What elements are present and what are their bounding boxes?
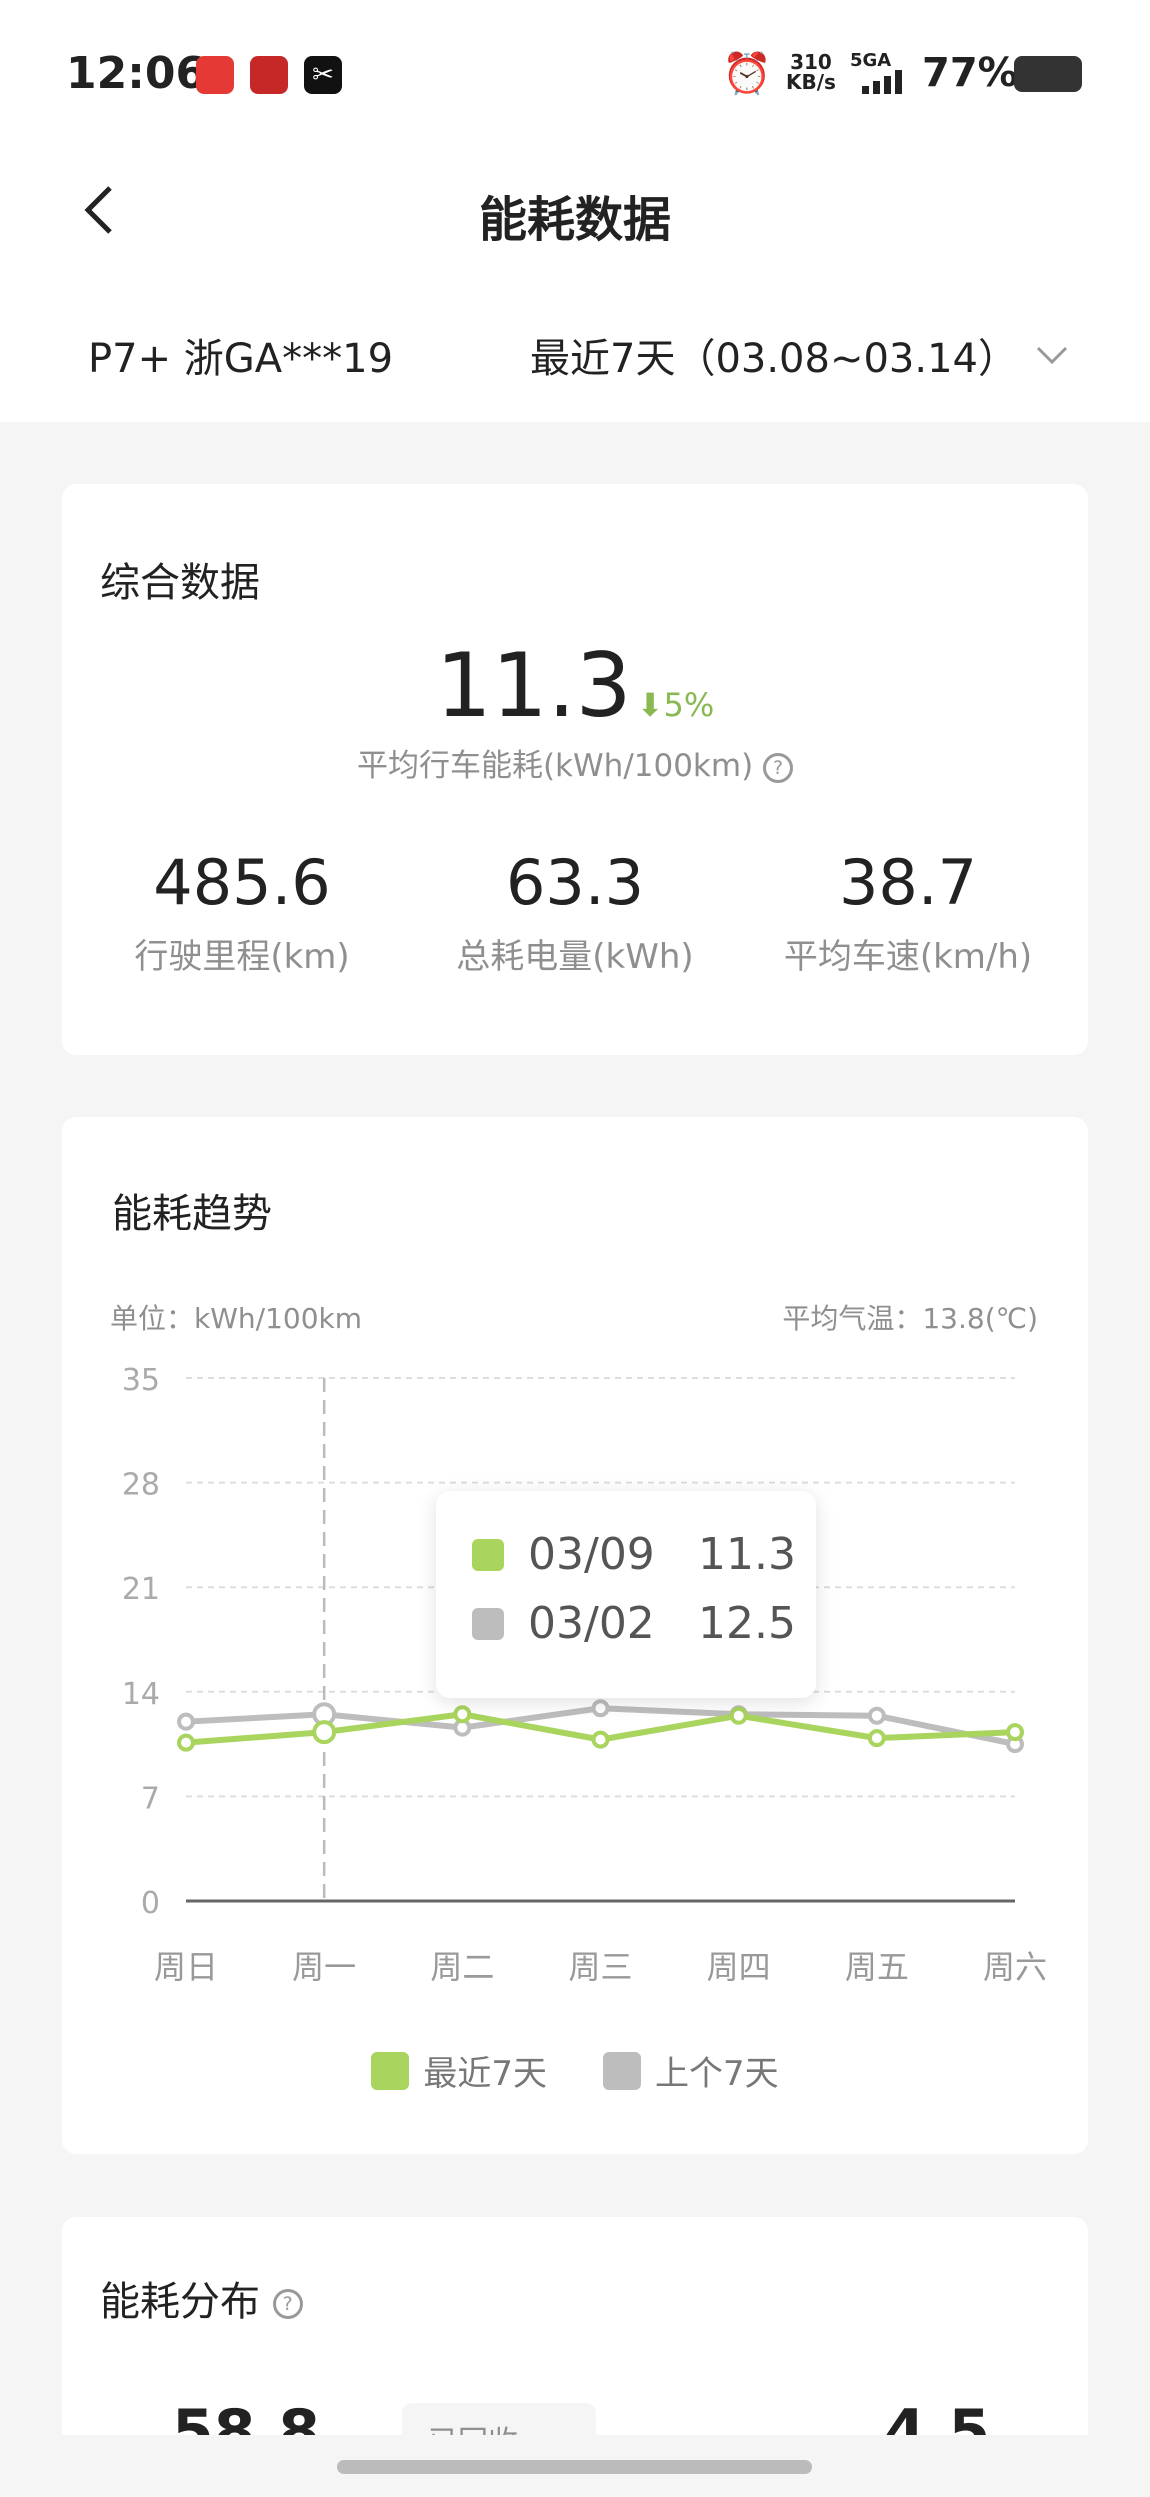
- avg-consumption-label: 平均行车能耗(kWh/100km): [356, 748, 754, 784]
- status-time: 12:06: [66, 48, 207, 99]
- data-point: [453, 1705, 472, 1724]
- data-point: [312, 1720, 337, 1745]
- y-tick-label: 14: [122, 1677, 160, 1712]
- page-title: 能耗数据: [478, 192, 671, 248]
- swatch: [472, 1538, 504, 1571]
- avg-consumption-value: 11.3: [435, 634, 632, 737]
- y-tick-label: 28: [122, 1468, 160, 1503]
- tooltip-row: 03/02 12.5: [472, 1598, 816, 1649]
- legend-item-previous[interactable]: 上个7天: [603, 2046, 779, 2095]
- trend-chart[interactable]: 0 7 14 21 28 35 周日 周一 周二 周三 周四 周五 周六: [0, 0, 1150, 2200]
- net-unit: KB/s: [786, 70, 836, 94]
- distribution-title: 能耗分布: [100, 2279, 260, 2325]
- summary-card: 综合数据 11.3 ⬇5% 平均行车能耗(kWh/100km) ? 485.6 行…: [62, 484, 1088, 1055]
- data-point: [177, 1733, 195, 1752]
- x-tick-label: 周二: [430, 1948, 494, 1986]
- y-tick-label: 0: [141, 1886, 160, 1921]
- x-tick-label: 周六: [983, 1948, 1047, 1986]
- network-type: 5GA: [850, 50, 892, 71]
- tooltip-row: 03/09 11.3: [472, 1529, 816, 1580]
- stats-row: 485.6 行驶里程(km) 63.3 总耗电量(kWh) 38.7 平均车速(km/…: [62, 846, 1088, 978]
- arrow-down-icon: ⬇: [636, 686, 664, 724]
- data-point: [591, 1730, 610, 1749]
- gesture-bar[interactable]: [337, 2460, 812, 2474]
- data-point: [1006, 1723, 1024, 1742]
- trend-title: 能耗趋势: [112, 1191, 272, 1237]
- help-icon[interactable]: ?: [272, 2289, 303, 2319]
- swatch: [472, 1607, 504, 1640]
- change-percent: 5%: [663, 686, 715, 724]
- distribution-right-value: 4.5: [884, 2397, 991, 2435]
- chart-legend: 最近7天 上个7天: [0, 2046, 1150, 2095]
- data-point: [729, 1706, 748, 1725]
- stat-speed: 38.7 平均车速(km/h): [783, 846, 1033, 977]
- data-point: [177, 1712, 195, 1731]
- distribution-card: 能耗分布 ? 58.8 已回收 4.5: [62, 2217, 1088, 2435]
- data-point: [591, 1699, 610, 1718]
- legend-item-recent[interactable]: 最近7天: [371, 2046, 547, 2095]
- y-tick-label: 7: [141, 1781, 160, 1816]
- app-icon-bank: [250, 56, 288, 94]
- data-point: [867, 1729, 886, 1748]
- chevron-left-icon: [84, 186, 112, 234]
- chevron-down-icon: [1036, 346, 1068, 365]
- period-label: 最近7天（03.08~03.14）: [530, 336, 1018, 382]
- battery-percent: 77%: [922, 50, 1018, 96]
- unit-label: 单位：kWh/100km: [110, 1302, 363, 1335]
- y-tick-label: 35: [122, 1363, 160, 1398]
- top-panel: [0, 0, 1150, 422]
- stat-distance: 485.6 行驶里程(km): [134, 846, 350, 977]
- x-tick-label: 周一: [292, 1948, 356, 1986]
- alarm-icon: ⏰: [722, 51, 772, 97]
- x-tick-label: 周四: [707, 1948, 771, 1986]
- net-speed: 310: [790, 50, 832, 74]
- avg-temp-label: 平均气温：13.8(℃): [782, 1302, 1038, 1335]
- recovered-chip: 已回收: [402, 2403, 596, 2435]
- distribution-left-value: 58.8: [172, 2397, 321, 2435]
- app-icon-cut: ✂: [304, 56, 342, 94]
- period-selector[interactable]: 最近7天（03.08~03.14）: [530, 326, 1072, 384]
- stat-energy: 63.3 总耗电量(kWh): [456, 846, 694, 977]
- x-tick-label: 周日: [154, 1948, 218, 1986]
- x-tick-label: 周五: [845, 1948, 909, 1986]
- x-tick-label: 周三: [568, 1948, 632, 1986]
- battery-icon: [1014, 56, 1082, 92]
- chart-tooltip: 03/09 11.3 03/02 12.5: [436, 1491, 816, 1698]
- app-icon-red: [196, 56, 234, 94]
- data-point: [867, 1706, 886, 1725]
- vehicle-selector[interactable]: P7+ 浙GA***19: [88, 336, 394, 382]
- y-tick-label: 21: [122, 1572, 160, 1607]
- summary-title: 综合数据: [100, 560, 260, 606]
- back-button[interactable]: [70, 180, 130, 240]
- signal-icon: [862, 70, 912, 94]
- help-icon[interactable]: ?: [763, 752, 794, 783]
